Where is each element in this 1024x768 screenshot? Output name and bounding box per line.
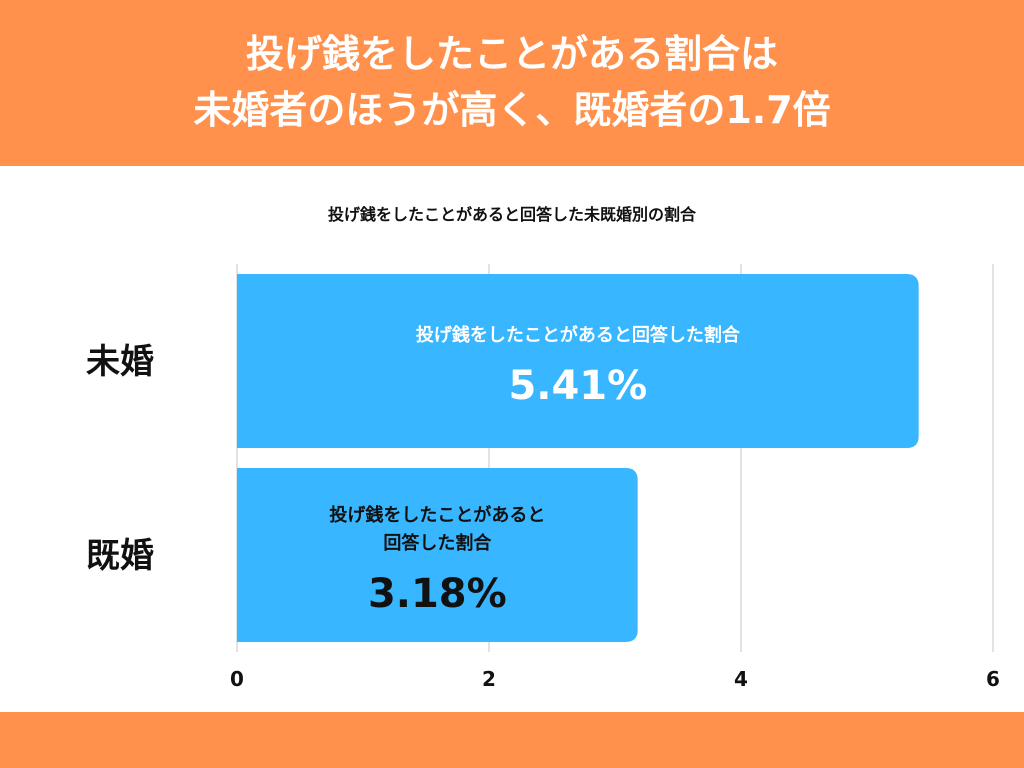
header-band <box>0 0 1024 166</box>
x-tick-label-1: 2 <box>482 667 496 691</box>
bar-0-value-label: 5.41% <box>508 363 647 409</box>
x-tick-label-2: 4 <box>734 667 748 691</box>
bar-1-label-line-0: 投げ銭をしたことがあると <box>329 504 545 526</box>
footer-band <box>0 712 1024 768</box>
bar-0 <box>237 274 919 448</box>
x-tick-label-0: 0 <box>230 667 244 691</box>
chart-title: 投げ銭をしたことがあると回答した未既婚別の割合 <box>327 205 696 224</box>
bar-1-value-label: 3.18% <box>368 571 507 617</box>
category-label-0: 未婚 <box>86 342 154 382</box>
category-label-1: 既婚 <box>86 536 154 576</box>
bar-0-label-line-0: 投げ銭をしたことがあると回答した割合 <box>416 324 741 346</box>
bar-chart: 投げ銭をしたことがあると回答した割合5.41%未婚投げ銭をしたことがあると回答し… <box>86 264 1000 691</box>
headline-line-1: 投げ銭をしたことがある割合は <box>245 32 778 76</box>
bar-1 <box>237 468 638 642</box>
bar-1-label-line-1: 回答した割合 <box>383 532 492 554</box>
headline: 投げ銭をしたことがある割合は 未婚者のほうが高く、既婚者の1.7倍 <box>0 26 1024 138</box>
headline-line-2: 未婚者のほうが高く、既婚者の1.7倍 <box>193 88 831 132</box>
x-tick-label-3: 6 <box>986 667 1000 691</box>
